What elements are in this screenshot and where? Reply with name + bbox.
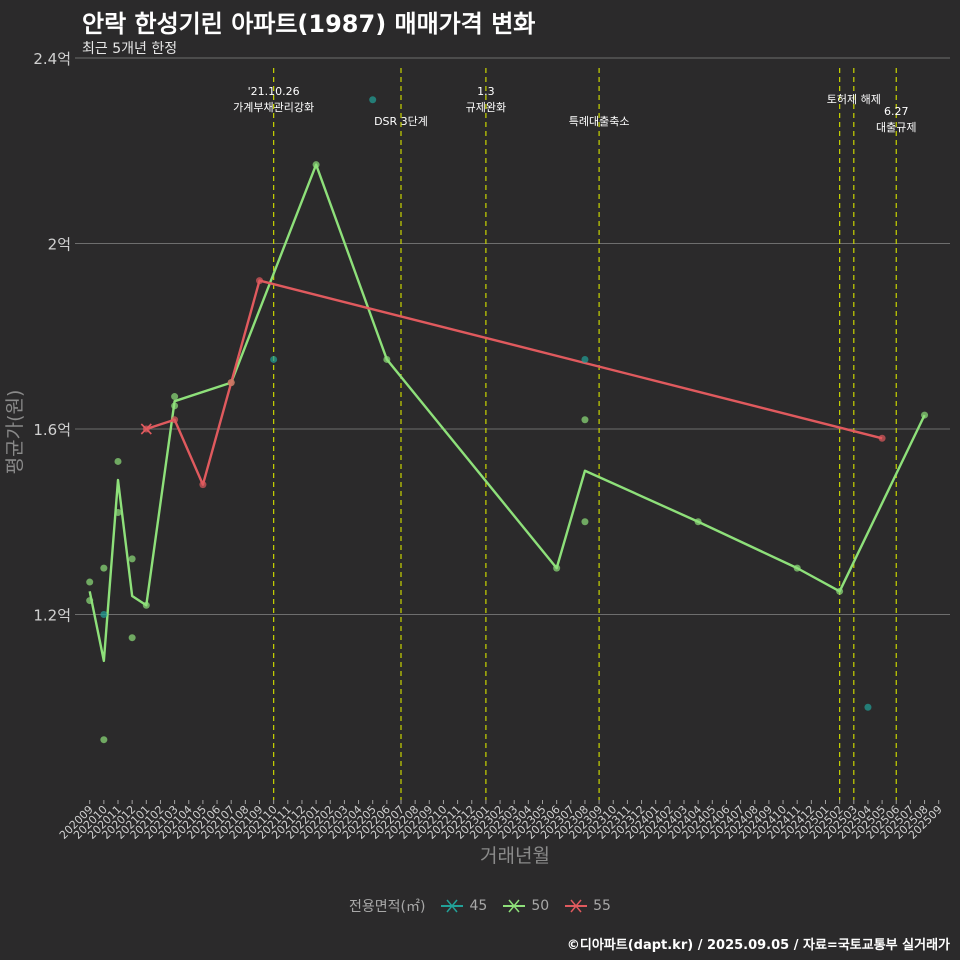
annotation-label: DSR 3단계 xyxy=(374,115,428,128)
grid-layer xyxy=(75,57,950,615)
annotation-label: '21.10.26 xyxy=(248,85,300,98)
data-point-50 xyxy=(836,587,844,595)
data-point-50 xyxy=(100,736,108,744)
legend-label-45: 45 xyxy=(469,898,488,914)
y-tick-label: 1.6억 xyxy=(33,421,71,439)
data-point-50 xyxy=(553,564,561,572)
annotation-label: 특례대출축소 xyxy=(569,115,630,128)
data-point-45 xyxy=(864,703,872,711)
data-point-45 xyxy=(369,96,377,104)
series-lines xyxy=(88,163,926,663)
data-point-45 xyxy=(270,355,278,363)
legend-label-55: 55 xyxy=(593,898,611,914)
annotation-label: 대출규제 xyxy=(876,121,916,134)
x-marker-55 xyxy=(140,423,152,435)
data-point-50 xyxy=(142,601,150,609)
data-point-50 xyxy=(793,564,801,572)
source-caption: ©디아파트(dapt.kr) / 2025.09.05 / 자료=국토교통부 실… xyxy=(566,938,950,953)
data-point-50 xyxy=(86,597,94,605)
data-point-50 xyxy=(383,355,391,363)
legend-label-50: 50 xyxy=(531,898,550,914)
data-point-50 xyxy=(694,518,702,526)
y-axis-ticks: 1.2억 1.6억 2억 2.4억 xyxy=(33,50,71,625)
legend-key-50 xyxy=(503,899,526,913)
data-point-50 xyxy=(312,161,320,169)
legend-item-55: 55 xyxy=(563,896,611,916)
data-point-50 xyxy=(921,411,929,419)
legend-key-55 xyxy=(565,899,588,913)
y-tick-label: 2억 xyxy=(48,236,71,254)
series-line-55 xyxy=(145,279,883,486)
data-point-55 xyxy=(256,277,263,285)
y-tick-label: 2.4억 xyxy=(33,50,71,68)
data-point-45 xyxy=(100,611,108,618)
y-axis-label: 평균가(원) xyxy=(4,390,26,475)
legend-item-45: 45 xyxy=(439,896,487,916)
data-point-50 xyxy=(100,564,108,572)
x-axis-label: 거래년월 xyxy=(480,845,550,867)
data-point-45 xyxy=(581,355,589,363)
data-point-55 xyxy=(227,379,235,387)
annotation-label: 토허제 해제 xyxy=(827,92,881,106)
data-point-55 xyxy=(199,481,207,489)
data-point-50 xyxy=(171,402,179,410)
annotation-label: 규제완화 xyxy=(466,101,506,114)
data-point-50 xyxy=(128,555,136,563)
data-point-50 xyxy=(114,508,122,516)
legend-item-50: 50 xyxy=(501,896,549,916)
data-point-50 xyxy=(171,393,179,401)
data-point-50 xyxy=(114,457,122,465)
data-point-50 xyxy=(128,634,136,642)
annotation-label: 6.27 xyxy=(884,105,909,118)
annotation-label: 가계부채관리강화 xyxy=(233,101,314,114)
data-point-50 xyxy=(581,416,589,424)
legend-key-45 xyxy=(441,899,464,913)
legend: 전용면적(㎡) 45 50 55 xyxy=(0,896,960,916)
annotation-label: 1.3 xyxy=(477,85,495,98)
data-point-50 xyxy=(581,518,589,526)
chart-title: 안락 한성기린 아파트(1987) 매매가격 변화 xyxy=(82,10,536,38)
data-point-55 xyxy=(878,434,886,442)
data-point-55 xyxy=(171,416,179,424)
legend-title: 전용면적(㎡) xyxy=(349,899,426,915)
x-axis-ticks: 2020092020102020112020122021012021022021… xyxy=(57,800,945,842)
data-point-50 xyxy=(86,578,94,586)
series-line-50 xyxy=(88,163,926,663)
series-points xyxy=(86,96,929,744)
policy-lines xyxy=(273,68,897,800)
chart-subtitle: 최근 5개년 한정 xyxy=(82,41,178,57)
y-tick-label: 1.2억 xyxy=(33,607,71,625)
